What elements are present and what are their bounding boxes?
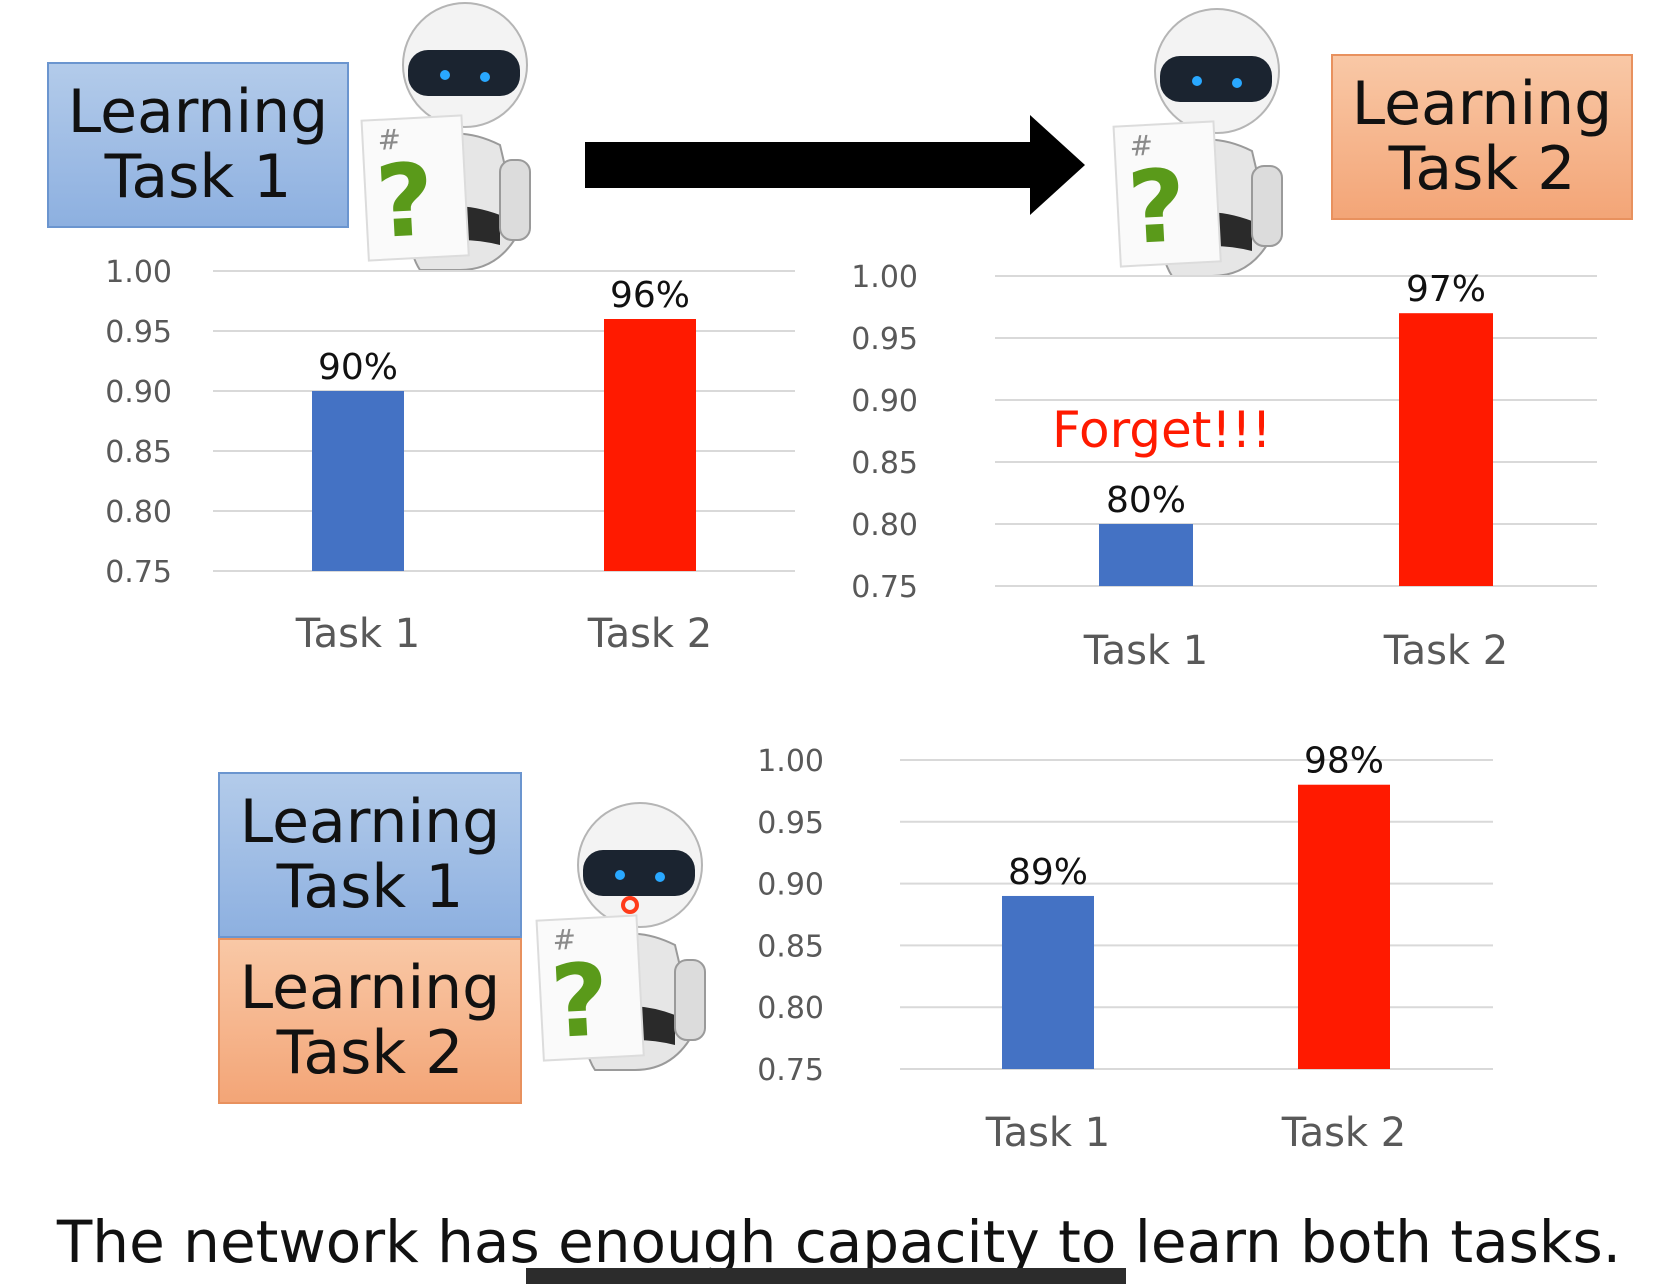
box-line1: Learning xyxy=(239,787,501,858)
x-tick-label: Task 2 xyxy=(587,611,713,657)
data-label: 80% xyxy=(1106,480,1186,521)
question-mark-icon: ? xyxy=(548,941,612,1061)
y-tick-label: 0.95 xyxy=(851,322,918,357)
y-tick-label: 0.80 xyxy=(757,991,824,1026)
learning-task1-box: Learning Task 1 xyxy=(47,62,349,228)
box-line2: Task 2 xyxy=(276,1018,464,1088)
y-tick-label: 0.90 xyxy=(757,868,824,903)
x-tick-label: Task 1 xyxy=(985,1110,1111,1156)
x-tick-label: Task 2 xyxy=(1383,628,1509,674)
subtitle-bar xyxy=(526,1268,1126,1284)
forget-annotation: Forget!!! xyxy=(1052,401,1271,459)
learning-task2-box: Learning Task 2 xyxy=(1331,54,1633,220)
y-tick-label: 0.75 xyxy=(851,570,918,605)
y-tick-label: 0.75 xyxy=(105,555,172,590)
bar-task-2 xyxy=(1298,784,1390,1069)
y-tick-label: 0.85 xyxy=(757,929,824,964)
y-tick-label: 0.90 xyxy=(851,384,918,419)
learning-task1-box: Learning Task 1 xyxy=(218,772,522,938)
box-line2: Task 1 xyxy=(104,142,292,212)
y-tick-label: 1.00 xyxy=(105,255,172,290)
y-tick-label: 0.95 xyxy=(757,806,824,841)
box-line2: Task 1 xyxy=(276,852,464,922)
bar-task-1 xyxy=(1002,895,1094,1069)
y-tick-label: 0.85 xyxy=(105,435,172,470)
robot-icon: # ? xyxy=(535,802,706,1071)
y-tick-label: 0.90 xyxy=(105,375,172,410)
bar-task-2 xyxy=(604,319,696,571)
bar-task-1 xyxy=(1099,524,1193,586)
y-tick-label: 0.80 xyxy=(105,495,172,530)
sign-mark: # xyxy=(1129,129,1154,163)
y-tick-label: 0.80 xyxy=(851,508,918,543)
question-mark-icon: ? xyxy=(1125,147,1189,267)
question-mark-icon: ? xyxy=(373,141,437,261)
y-tick-label: 1.00 xyxy=(757,744,824,779)
box-line1: Learning xyxy=(67,77,329,148)
data-label: 89% xyxy=(1008,852,1088,893)
data-label: 90% xyxy=(318,347,398,388)
y-tick-label: 0.75 xyxy=(757,1053,824,1088)
box-line1: Learning xyxy=(1351,69,1613,140)
y-tick-label: 1.00 xyxy=(851,260,918,295)
box-line2: Task 2 xyxy=(1388,134,1576,204)
data-label: 96% xyxy=(610,275,690,316)
y-tick-label: 0.85 xyxy=(851,446,918,481)
y-tick-label: 0.95 xyxy=(105,315,172,350)
learning-task2-box: Learning Task 2 xyxy=(218,938,522,1104)
data-label: 97% xyxy=(1406,269,1486,310)
x-tick-label: Task 2 xyxy=(1281,1110,1407,1156)
sign-mark: # xyxy=(377,123,402,157)
data-label: 98% xyxy=(1304,741,1384,782)
arrow-icon xyxy=(585,115,1085,215)
x-tick-label: Task 1 xyxy=(1083,628,1209,674)
caption: The network has enough capacity to learn… xyxy=(56,1208,1622,1276)
bar-task-1 xyxy=(312,391,404,571)
robot-icon: # ? xyxy=(1112,8,1283,277)
robot-icon: # ? xyxy=(360,2,531,271)
bar-task-2 xyxy=(1399,313,1493,586)
box-line1: Learning xyxy=(239,953,501,1024)
sign-mark: # xyxy=(552,923,577,957)
x-tick-label: Task 1 xyxy=(295,611,421,657)
